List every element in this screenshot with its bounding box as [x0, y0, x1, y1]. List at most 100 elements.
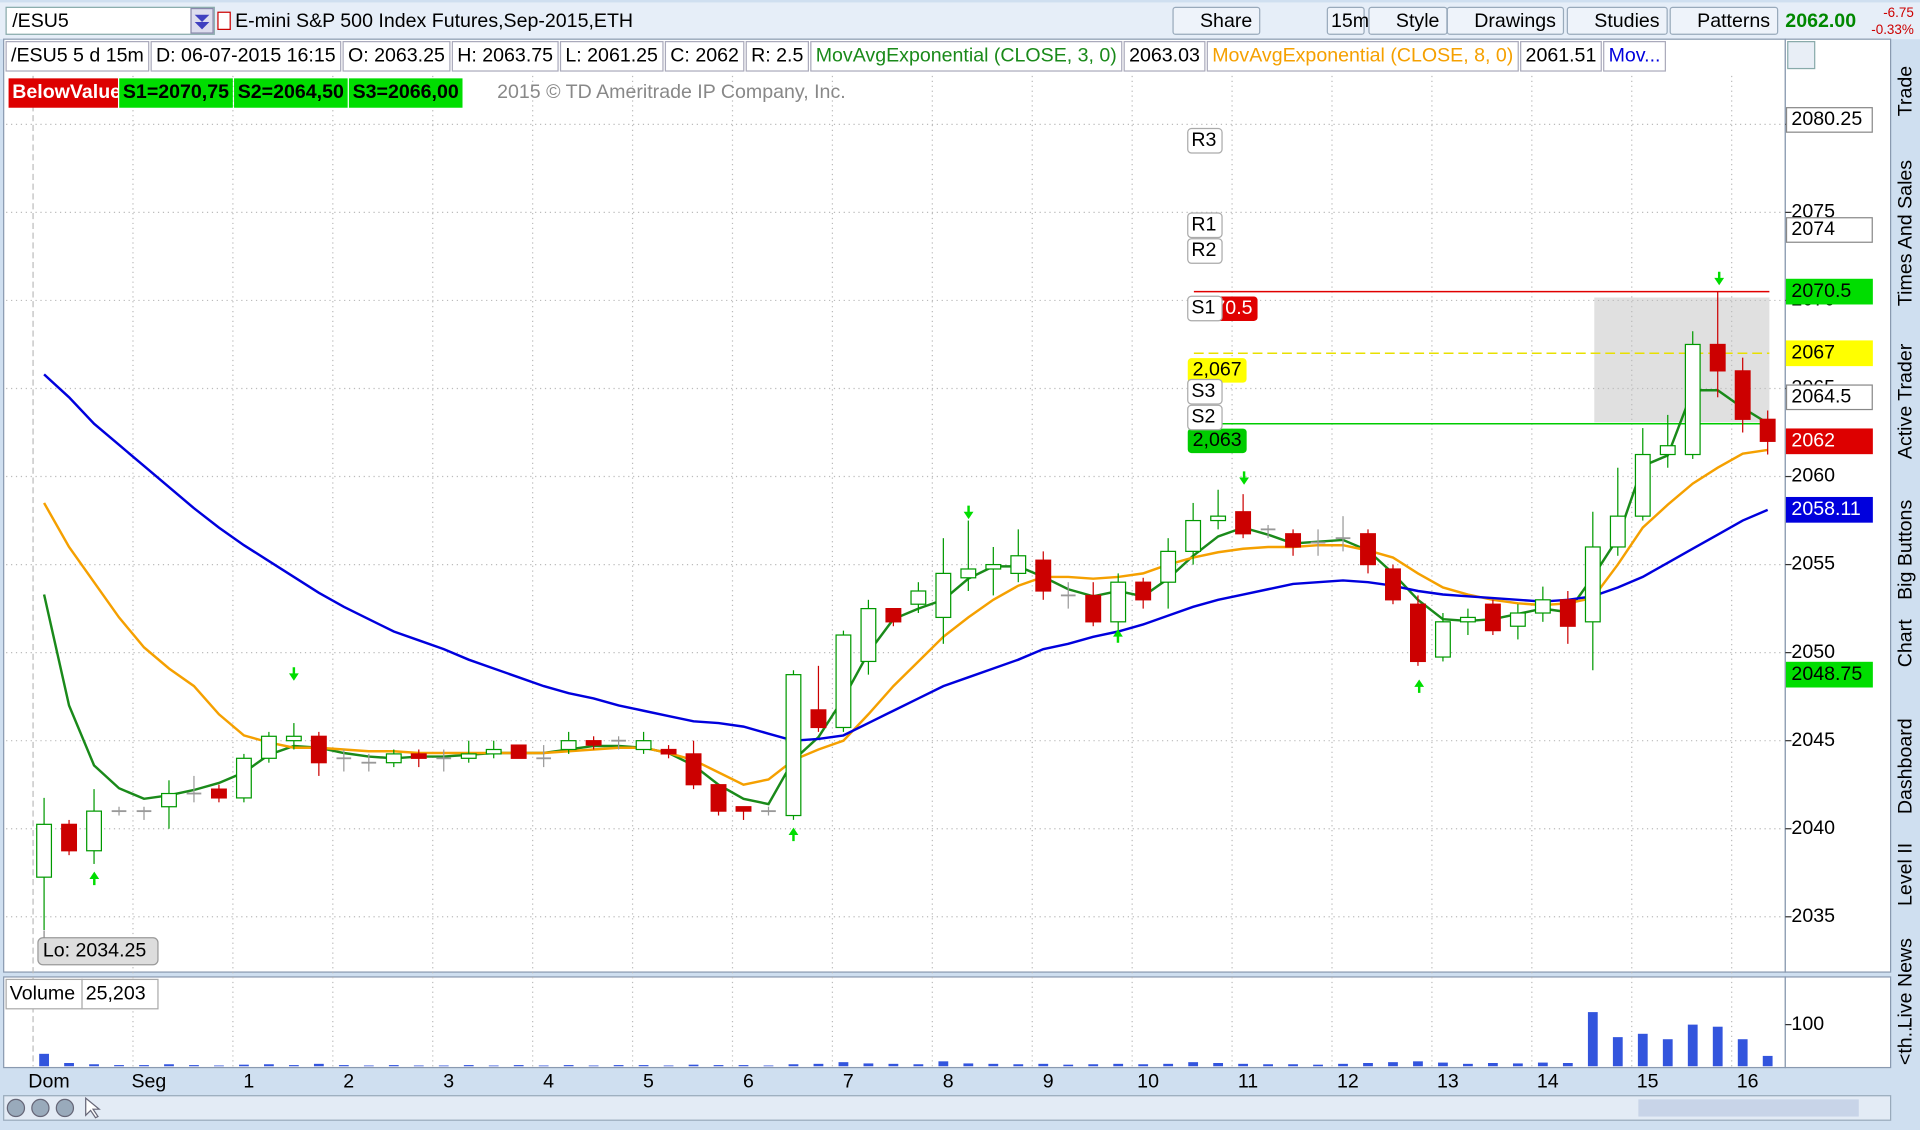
side-tab[interactable]: Trade: [1895, 66, 1917, 117]
symbol[interactable]: /ESU5: [12, 10, 69, 32]
pivot-label: R3: [1191, 129, 1216, 151]
price-label: 2074: [1791, 218, 1835, 240]
candle-body: [1734, 370, 1751, 420]
toolbar-button[interactable]: [1566, 6, 1668, 35]
alert-label: S2=2064,50: [238, 81, 344, 103]
scroll-thumb[interactable]: [1638, 1099, 1859, 1117]
volume-bar: [463, 1065, 474, 1067]
info-symbol: /ESU5 5 d 15m: [11, 44, 144, 66]
scrollbar[interactable]: [3, 1095, 1892, 1121]
moving-average: [42, 389, 1769, 806]
side-tab[interactable]: Level II: [1895, 843, 1917, 906]
volume-bar: [1013, 1064, 1024, 1067]
toolbar-button-label[interactable]: Share: [1200, 10, 1252, 32]
volume-bar: [1737, 1039, 1748, 1067]
x-tick-label: 11: [1238, 1070, 1258, 1092]
candle-body: [585, 740, 602, 746]
candle-body: [385, 753, 402, 764]
volume-bar: [1562, 1063, 1573, 1067]
x-tick-label: 3: [443, 1070, 454, 1092]
volume-bar: [413, 1065, 424, 1067]
zoom-in[interactable]: [31, 1098, 50, 1118]
volume-bar: [239, 1064, 249, 1067]
volume-bar: [114, 1065, 124, 1067]
toolbar-button-label[interactable]: Studies: [1594, 10, 1660, 32]
zoom-out[interactable]: [55, 1098, 75, 1118]
toolbar-button-label[interactable]: 15m: [1331, 10, 1369, 32]
toolbar-button[interactable]: [1172, 6, 1261, 35]
volume-bar: [763, 1065, 774, 1067]
pivot-box: [1187, 212, 1223, 239]
x-tick-label: 13: [1437, 1070, 1459, 1092]
down-arrow: [1714, 271, 1725, 286]
level-label: 2,063: [1193, 429, 1242, 451]
down-arrow: [288, 667, 299, 681]
volume-bar: [313, 1063, 324, 1067]
toolbar-button[interactable]: [1669, 6, 1779, 35]
volume-bar: [1088, 1064, 1099, 1067]
pivot-box: [1187, 238, 1223, 264]
volume-bar: [1612, 1037, 1623, 1067]
volume-bar: [738, 1065, 749, 1067]
price-label-box: [1785, 428, 1873, 455]
volume-bar: [338, 1065, 349, 1067]
side-tab[interactable]: <th...: [1895, 1021, 1917, 1065]
side-tab[interactable]: Dashboard: [1895, 718, 1917, 814]
side-tab[interactable]: Times And Sales: [1895, 160, 1917, 306]
side-tab[interactable]: Big Buttons: [1895, 500, 1917, 600]
candle-body: [260, 735, 277, 759]
volume-bar: [1587, 1012, 1598, 1067]
info-date: D: 06-07-2015 16:15: [156, 44, 336, 66]
price-label: 2070.5: [1791, 280, 1851, 302]
candle-body: [735, 806, 752, 812]
axis-button[interactable]: [1787, 41, 1816, 70]
zoom-reset[interactable]: [6, 1098, 26, 1118]
price-label-box: [1785, 661, 1873, 688]
volume-bar: [888, 1063, 899, 1067]
x-tick-label: 7: [843, 1070, 854, 1092]
volume-bar: [1163, 1063, 1174, 1067]
volume-label-box: [5, 978, 83, 1010]
study-name: Mov...: [1609, 44, 1661, 66]
side-tab[interactable]: Active Trader: [1895, 343, 1917, 459]
volume-bar: [214, 1065, 224, 1067]
info-cell: [559, 41, 664, 72]
candle-body: [885, 608, 902, 623]
volume-bar: [938, 1061, 949, 1067]
candle-body: [1759, 418, 1776, 442]
volume-total: 25,203: [86, 982, 146, 1004]
volume-bar: [1263, 1064, 1273, 1067]
toolbar-button[interactable]: [1326, 6, 1365, 35]
side-tab[interactable]: Chart: [1895, 619, 1917, 667]
zoom-buttons: [6, 1096, 101, 1119]
candle-body: [1509, 612, 1526, 627]
price-label-box: [1785, 217, 1873, 243]
volume-bar: [1313, 1064, 1323, 1067]
info-cell: [1520, 41, 1602, 72]
candle-body: [1459, 616, 1476, 623]
volume-bar: [688, 1064, 699, 1067]
pivot-label: S3: [1191, 380, 1215, 402]
toolbar-button-label[interactable]: Style: [1396, 10, 1440, 32]
cursor-tool[interactable]: [85, 1096, 101, 1119]
candle-body: [960, 568, 977, 579]
candle-body: [485, 748, 502, 755]
y-tick-label: 2045: [1791, 729, 1835, 751]
symbol-input[interactable]: [5, 6, 215, 35]
x-tick-label: 9: [1043, 1070, 1054, 1092]
info-cell: [5, 41, 150, 72]
side-tab[interactable]: Live News: [1895, 938, 1917, 1029]
toolbar-button[interactable]: [1446, 6, 1565, 35]
x-tick-label: 14: [1537, 1070, 1559, 1092]
volume-bar: [1213, 1063, 1224, 1067]
x-tick-label: Seg: [131, 1070, 166, 1092]
candle-body: [1035, 559, 1052, 592]
candle-body: [1609, 515, 1626, 548]
toolbar-button-label[interactable]: Patterns: [1697, 10, 1770, 32]
alert-label: BelowValue: [12, 81, 121, 103]
last-price: 2062.00: [1785, 10, 1856, 32]
volume-bar: [189, 1065, 199, 1067]
candle-body: [510, 744, 527, 759]
toolbar-button-label[interactable]: Drawings: [1474, 10, 1556, 32]
price-label: 2080.25: [1791, 108, 1862, 130]
